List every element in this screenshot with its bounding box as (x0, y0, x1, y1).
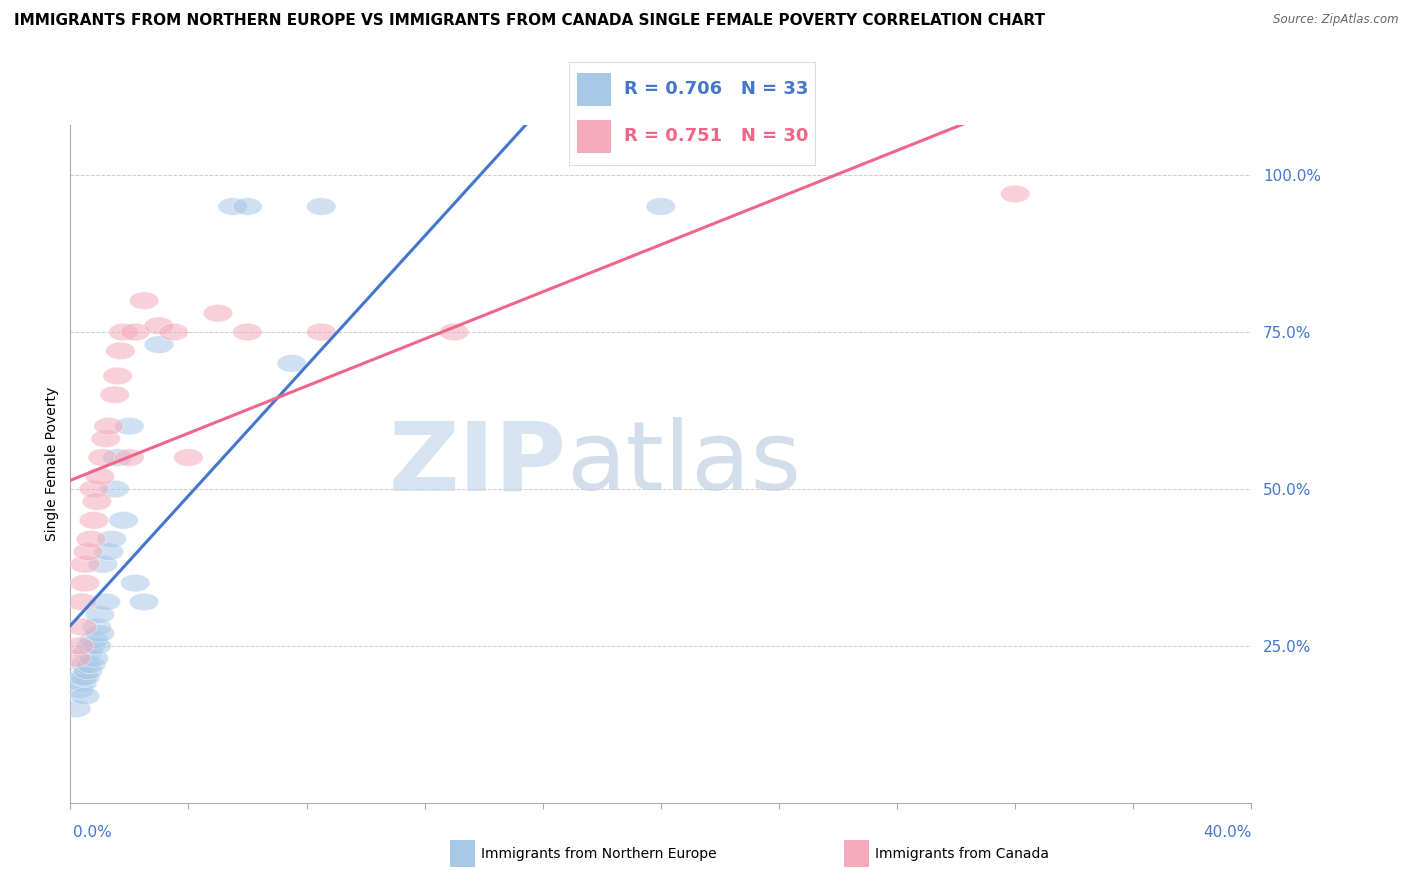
Ellipse shape (67, 593, 97, 611)
Ellipse shape (307, 198, 336, 215)
Ellipse shape (121, 323, 150, 341)
Ellipse shape (439, 323, 470, 341)
Ellipse shape (84, 467, 115, 485)
Ellipse shape (70, 556, 100, 573)
Ellipse shape (115, 417, 145, 435)
Ellipse shape (105, 342, 135, 359)
Ellipse shape (232, 323, 262, 341)
Ellipse shape (115, 449, 145, 467)
Ellipse shape (67, 674, 97, 692)
Ellipse shape (129, 292, 159, 310)
Bar (576, 120, 612, 153)
Ellipse shape (307, 323, 336, 341)
Bar (576, 73, 612, 105)
Ellipse shape (76, 531, 105, 548)
Ellipse shape (100, 480, 129, 498)
Ellipse shape (94, 417, 124, 435)
Ellipse shape (143, 335, 174, 353)
Text: R = 0.706   N = 33: R = 0.706 N = 33 (624, 80, 808, 98)
Text: 40.0%: 40.0% (1204, 825, 1251, 840)
Ellipse shape (73, 543, 103, 560)
Text: R = 0.751   N = 30: R = 0.751 N = 30 (624, 128, 808, 145)
Text: atlas: atlas (567, 417, 801, 510)
Text: Source: ZipAtlas.com: Source: ZipAtlas.com (1274, 13, 1399, 27)
Ellipse shape (65, 637, 94, 655)
Ellipse shape (84, 624, 115, 642)
Ellipse shape (82, 492, 111, 510)
Ellipse shape (65, 681, 94, 698)
Ellipse shape (76, 637, 105, 655)
Ellipse shape (70, 668, 100, 686)
Ellipse shape (67, 668, 97, 686)
Ellipse shape (70, 656, 100, 673)
Ellipse shape (79, 480, 108, 498)
Ellipse shape (70, 688, 100, 705)
Ellipse shape (67, 618, 97, 636)
Ellipse shape (97, 531, 127, 548)
Ellipse shape (103, 449, 132, 467)
Ellipse shape (277, 355, 307, 372)
Ellipse shape (91, 593, 121, 611)
Ellipse shape (76, 656, 105, 673)
Ellipse shape (89, 449, 118, 467)
Ellipse shape (108, 323, 138, 341)
Ellipse shape (143, 317, 174, 334)
Ellipse shape (1001, 186, 1029, 202)
Ellipse shape (645, 198, 675, 215)
Text: Immigrants from Northern Europe: Immigrants from Northern Europe (481, 847, 717, 861)
Ellipse shape (159, 323, 188, 341)
Ellipse shape (79, 511, 108, 529)
Ellipse shape (204, 304, 233, 322)
Ellipse shape (79, 649, 108, 667)
Ellipse shape (82, 618, 111, 636)
Ellipse shape (62, 700, 91, 717)
Ellipse shape (62, 649, 91, 667)
Ellipse shape (82, 637, 111, 655)
Ellipse shape (79, 631, 108, 648)
Ellipse shape (73, 643, 103, 661)
Ellipse shape (129, 593, 159, 611)
Text: 0.0%: 0.0% (73, 825, 112, 840)
Ellipse shape (108, 511, 138, 529)
Ellipse shape (174, 449, 204, 467)
Text: Immigrants from Canada: Immigrants from Canada (875, 847, 1049, 861)
Ellipse shape (89, 556, 118, 573)
Y-axis label: Single Female Poverty: Single Female Poverty (45, 387, 59, 541)
Ellipse shape (73, 662, 103, 680)
Ellipse shape (103, 368, 132, 384)
Ellipse shape (121, 574, 150, 592)
Ellipse shape (91, 430, 121, 448)
Text: ZIP: ZIP (388, 417, 567, 510)
Ellipse shape (100, 386, 129, 403)
Ellipse shape (70, 574, 100, 592)
Ellipse shape (232, 198, 262, 215)
Ellipse shape (218, 198, 247, 215)
Ellipse shape (94, 543, 124, 560)
Text: IMMIGRANTS FROM NORTHERN EUROPE VS IMMIGRANTS FROM CANADA SINGLE FEMALE POVERTY : IMMIGRANTS FROM NORTHERN EUROPE VS IMMIG… (14, 13, 1045, 29)
Ellipse shape (84, 606, 115, 624)
